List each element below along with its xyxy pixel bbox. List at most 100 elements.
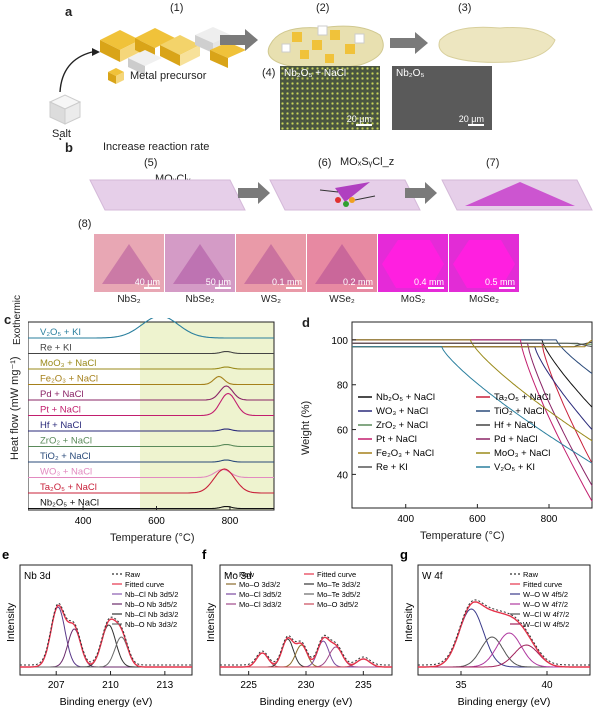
c-series-label-11: Ta₂O₅ + NaCl [40, 482, 97, 493]
c-series-label-2: Re + KI [40, 343, 72, 354]
xps-xtick-label-f-0: 225 [240, 680, 257, 691]
c-curve-12 [28, 505, 274, 510]
xps-legend-f-1: Mo–O 3d3/2 [239, 580, 280, 589]
xps-peak-f-2 [220, 644, 392, 668]
heat-flow-chart: V₂O₅ + KI Re + KI MoO₃ + NaCl Fe₂O₃ + NaCl P… [28, 318, 275, 527]
xps-legend-g-1: Fitted curve [523, 580, 562, 589]
step-2-label: (2) [316, 2, 330, 14]
xps-ylabel-e: Intensity [5, 602, 17, 642]
c-series-label-6: Pt + NaCl [40, 405, 81, 416]
optical-scale-1: 40 μm [134, 277, 160, 287]
material-label-3: WS₂ [261, 294, 281, 305]
salt-label: Salt [52, 128, 71, 140]
c-curve-3 [28, 366, 274, 370]
optical-scale-4: 0.2 mm [342, 277, 373, 287]
xps-raw-g [418, 599, 590, 666]
c-series-label-12: Nb₂O₅ + NaCl [40, 498, 99, 509]
panel-d-label: d [302, 315, 310, 330]
c-series-label-7: Hf + NaCl [40, 420, 81, 431]
optical-scale-3: 0.1 mm [271, 277, 302, 287]
c-curve-10 [28, 468, 274, 479]
panel-b-illustration [89, 179, 593, 211]
xps-legend-e-1: Fitted curve [125, 580, 164, 589]
xps-frame-g [417, 564, 591, 676]
optical-image-4: 0.2 mm [307, 234, 377, 292]
panel-f-label: f [202, 547, 207, 562]
xps-xtick-label-e-1: 210 [102, 680, 119, 691]
c-curve-8 [28, 443, 274, 448]
xps-ylabel-g: Intensity [403, 602, 415, 642]
material-label-1: NbS₂ [117, 294, 141, 305]
c-x-axis-label: Temperature (°C) [110, 532, 195, 544]
xps-ylabel-f: Intensity [205, 602, 217, 642]
xps-peak-f-1 [220, 638, 392, 668]
xps-legend-g-3: W–O W 4f7/2 [523, 600, 568, 609]
xps-legend-e-3: Nb–O Nb 3d5/2 [125, 600, 177, 609]
panel-e-label: e [2, 547, 9, 562]
d-curve-2 [352, 342, 593, 464]
sem-scale-left: 20 μm [346, 114, 372, 124]
c-curve-9 [28, 459, 274, 463]
xps-legend-f-0: Raw [239, 570, 255, 579]
xps-fit-e [20, 604, 192, 668]
material-label-4: WSe₂ [329, 294, 355, 305]
xps-xtick-label-g-0: 35 [455, 680, 467, 691]
d-ytick-label-2: 80 [337, 381, 349, 392]
metal-precursor-label: Metal precursor [130, 70, 207, 82]
d-legend-label-3-1: Pd + NaCl [494, 434, 538, 445]
xps-legend-f-2: Mo–Cl 3d5/2 [239, 590, 282, 599]
xps-peak-e-2 [20, 624, 192, 668]
step-3-label: (3) [458, 2, 472, 14]
optical-image-1: 40 μm [94, 234, 164, 292]
optical-scale-2: 50 μm [205, 277, 231, 287]
xps-fit-f [220, 636, 392, 668]
c-curve-4 [28, 375, 274, 386]
d-x-axis-label: Temperature (°C) [420, 530, 505, 542]
xps-legend-f-6: Mo–Te 3d5/2 [317, 590, 360, 599]
xps-legend-g-4: W–Cl W 4f7/2 [523, 610, 569, 619]
step-8-label: (8) [78, 218, 92, 230]
c-curve-2 [28, 350, 274, 355]
xps-xtick-label-f-1: 230 [298, 680, 315, 691]
xps-xtick-label-g-1: 40 [541, 680, 553, 691]
d-legend-label-1-1: TiO₂ + NaCl [494, 406, 545, 417]
d-xtick-label-0: 400 [397, 514, 414, 525]
c-curve-1 [28, 318, 274, 339]
step-6-label: (6) [318, 157, 332, 169]
d-legend-label-0-1: Ta₂O₅ + NaCl [494, 392, 551, 403]
xps-legend-e-2: Nb–Cl Nb 3d5/2 [125, 590, 178, 599]
xps-title-f: Mo 3d [224, 571, 252, 582]
xps-legend-g-5: W–Cl W 4f5/2 [523, 620, 569, 629]
salt-cube [48, 94, 82, 125]
optical-image-3: 0.1 mm [236, 234, 306, 292]
increase-rate-label: Increase reaction rate [103, 141, 210, 153]
c-series-label-9: TiO₂ + NaCl [40, 451, 91, 462]
xps-title-g: W 4f [422, 571, 443, 582]
d-legend-label-4-1: MoO₃ + NaCl [494, 448, 550, 459]
xps-xlabel-e: Binding energy (eV) [60, 696, 153, 708]
arrow-3-icon [238, 182, 270, 204]
c-curve-6 [28, 392, 274, 417]
xps-legend-e-0: Raw [125, 570, 141, 579]
xps-xtick-label-f-2: 235 [355, 680, 372, 691]
d-curve-12 [352, 346, 593, 464]
moxsycl-label: MOₓSᵧCl_z [340, 156, 395, 168]
xps-legend-f-3: Mo–Cl 3d3/2 [239, 600, 282, 609]
sem-scale-right: 20 μm [458, 114, 484, 124]
xps-peak-f-3 [220, 640, 392, 668]
d-ytick-label-3: 100 [331, 336, 348, 347]
panel-g-label: g [400, 547, 408, 562]
d-ytick-label-1: 60 [337, 426, 349, 437]
xps-raw-e [20, 602, 192, 666]
c-series-label-3: MoO₃ + NaCl [40, 358, 96, 369]
d-xtick-label-1: 600 [469, 514, 486, 525]
optical-image-5: 0.4 mm [378, 234, 448, 292]
step-4-label: (4) [262, 67, 276, 79]
panel-a-illustration [48, 25, 556, 140]
xps-peak-e-1 [20, 628, 192, 668]
xps-xlabel-g: Binding energy (eV) [458, 696, 551, 708]
d-legend-label-0-0: Nb₂O₅ + NaCl [376, 392, 435, 403]
d-curve-11 [352, 342, 593, 348]
optical-scale-5: 0.4 mm [413, 277, 444, 287]
